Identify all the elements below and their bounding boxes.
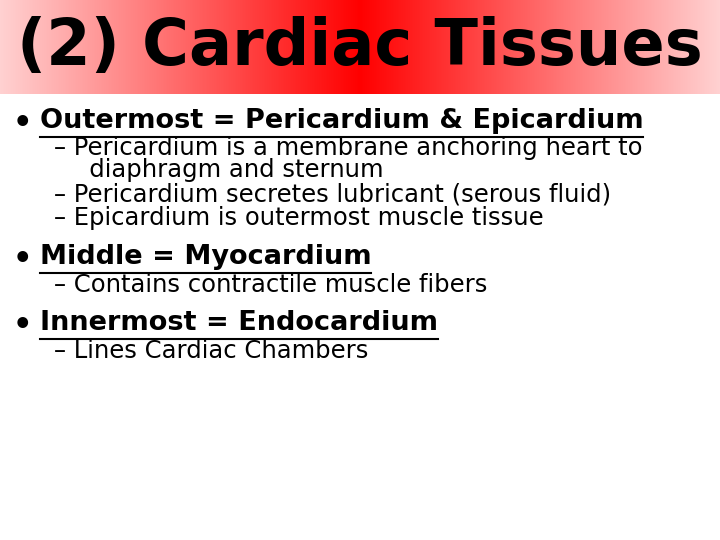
Text: – Pericardium secretes lubricant (serous fluid): – Pericardium secretes lubricant (serous… (54, 183, 611, 206)
Text: – Pericardium is a membrane anchoring heart to: – Pericardium is a membrane anchoring he… (54, 137, 642, 160)
Text: •: • (13, 245, 32, 273)
Text: Middle = Myocardium: Middle = Myocardium (40, 245, 372, 271)
Text: – Lines Cardiac Chambers: – Lines Cardiac Chambers (54, 339, 369, 362)
Text: Innermost = Endocardium: Innermost = Endocardium (40, 310, 438, 336)
Text: (2) Cardiac Tissues: (2) Cardiac Tissues (17, 16, 703, 78)
Text: Outermost = Pericardium & Epicardium: Outermost = Pericardium & Epicardium (40, 109, 643, 134)
Text: – Epicardium is outermost muscle tissue: – Epicardium is outermost muscle tissue (54, 206, 544, 231)
Text: •: • (13, 310, 32, 340)
Text: – Contains contractile muscle fibers: – Contains contractile muscle fibers (54, 273, 487, 296)
Text: •: • (13, 109, 32, 138)
Text: diaphragm and sternum: diaphragm and sternum (66, 159, 384, 183)
